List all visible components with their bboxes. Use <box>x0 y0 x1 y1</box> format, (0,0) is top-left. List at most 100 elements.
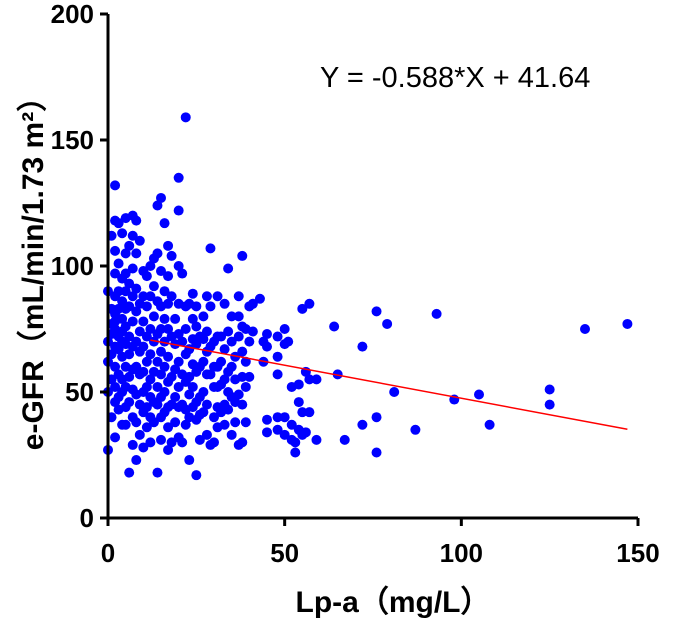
data-point <box>131 361 142 372</box>
data-point <box>159 387 170 397</box>
data-point <box>180 419 191 430</box>
data-point <box>156 266 166 277</box>
data-point <box>127 291 138 302</box>
data-point <box>293 379 304 390</box>
data-point <box>297 303 308 314</box>
data-point <box>191 301 202 312</box>
data-point <box>219 374 230 385</box>
data-point <box>180 112 191 123</box>
data-point <box>201 399 212 410</box>
data-point <box>173 172 184 183</box>
data-point <box>244 336 255 347</box>
data-point <box>156 346 166 357</box>
data-point <box>209 412 219 423</box>
data-point <box>205 243 216 254</box>
data-point <box>127 439 138 450</box>
data-point <box>173 381 184 392</box>
data-point <box>127 263 138 274</box>
data-point <box>166 437 177 448</box>
data-point <box>237 437 248 448</box>
data-point <box>279 412 290 423</box>
data-point <box>145 291 156 302</box>
data-point <box>113 344 124 355</box>
data-point <box>124 467 135 478</box>
y-axis-ticks: 0 50 100 150 200 <box>51 0 108 533</box>
data-point <box>159 361 170 372</box>
data-point <box>173 329 184 340</box>
data-point <box>159 218 170 229</box>
data-point <box>131 215 142 226</box>
data-point <box>170 392 181 403</box>
data-point <box>163 422 174 433</box>
data-point <box>120 321 131 332</box>
data-point <box>134 235 145 246</box>
data-point <box>290 437 301 448</box>
data-point <box>198 387 209 397</box>
data-point <box>219 419 230 430</box>
data-point <box>110 180 121 191</box>
data-point <box>622 318 633 329</box>
data-point <box>272 369 283 380</box>
data-point <box>237 399 248 410</box>
data-point <box>201 429 212 440</box>
data-point <box>124 349 135 360</box>
data-point <box>279 429 290 440</box>
data-point <box>247 298 258 309</box>
data-point <box>272 331 283 342</box>
data-points <box>103 112 633 481</box>
data-point <box>272 424 283 435</box>
data-point <box>141 422 152 433</box>
data-point <box>371 447 382 458</box>
data-point <box>187 288 198 299</box>
data-point <box>131 248 142 259</box>
data-point <box>131 455 142 466</box>
data-point <box>187 313 198 324</box>
data-point <box>212 291 223 302</box>
data-point <box>131 417 142 428</box>
data-point <box>198 356 209 367</box>
data-point <box>230 417 241 428</box>
data-point <box>156 192 166 203</box>
data-point <box>371 412 382 423</box>
data-point <box>110 268 121 279</box>
data-point <box>544 399 555 410</box>
data-point <box>371 306 382 317</box>
data-point <box>131 306 142 317</box>
data-point <box>180 324 191 334</box>
data-point <box>152 467 163 478</box>
data-point <box>237 250 248 261</box>
data-point <box>166 291 177 302</box>
data-point <box>389 387 400 397</box>
data-point <box>184 389 195 400</box>
data-point <box>216 331 227 342</box>
x-axis-ticks: 0 50 100 150 <box>101 518 660 568</box>
data-point <box>113 303 124 314</box>
data-point <box>357 419 368 430</box>
data-point <box>148 336 159 347</box>
data-point <box>410 424 421 435</box>
data-point <box>297 407 308 418</box>
data-point <box>198 334 209 345</box>
data-point <box>110 361 121 372</box>
data-point <box>279 324 290 334</box>
data-point <box>110 432 121 443</box>
data-point <box>120 419 131 430</box>
data-point <box>184 371 195 382</box>
data-point <box>170 417 181 428</box>
y-tick-label: 100 <box>51 251 94 281</box>
data-point <box>219 344 230 355</box>
x-tick-label: 50 <box>270 538 299 568</box>
x-tick-label: 0 <box>101 538 115 568</box>
data-point <box>152 356 163 367</box>
regression-equation: Y = -0.588*X + 41.64 <box>320 62 590 94</box>
data-point <box>293 397 304 408</box>
x-tick-label: 150 <box>616 538 659 568</box>
data-point <box>163 271 174 282</box>
data-point <box>247 326 258 337</box>
data-point <box>177 336 188 347</box>
data-point <box>127 316 138 327</box>
data-point <box>173 261 184 271</box>
data-point <box>205 301 216 312</box>
data-point <box>580 324 590 334</box>
data-point <box>124 240 135 251</box>
